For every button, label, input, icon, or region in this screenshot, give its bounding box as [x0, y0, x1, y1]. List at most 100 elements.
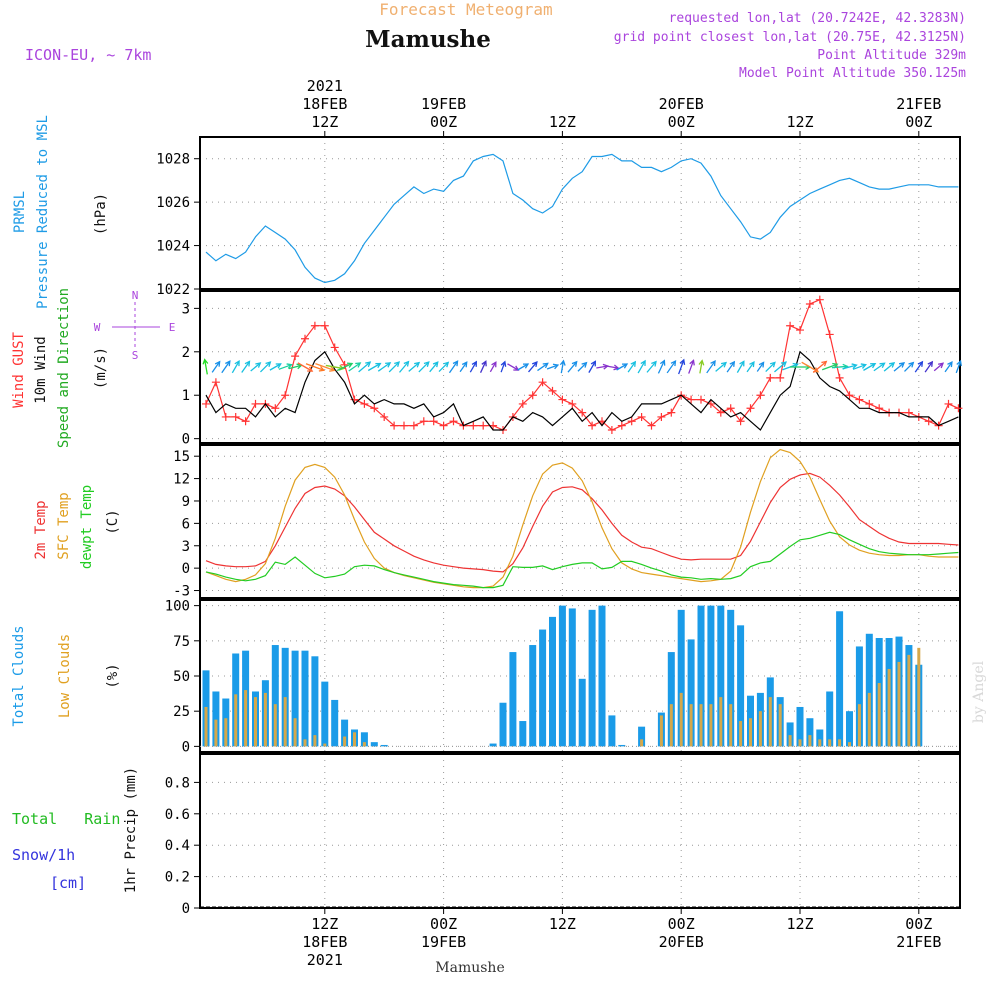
wind-arrow	[418, 361, 430, 373]
wind-arrow	[883, 362, 895, 372]
gust-marker	[380, 412, 389, 421]
wind-arrow	[588, 361, 596, 373]
y-tick-label: 9	[182, 494, 190, 510]
y-tick-label: -3	[173, 584, 190, 600]
model-altitude-label: Model Point Altitude 350.125m	[739, 66, 966, 81]
wind-arrow	[955, 360, 962, 374]
panel-frame	[199, 444, 961, 599]
cloud-bar	[311, 656, 319, 747]
point-altitude-label: Point Altitude 329m	[817, 48, 966, 63]
low-cloud-bar	[828, 739, 832, 747]
time-tick-label: 12Z	[549, 113, 576, 131]
low-cloud-bar	[204, 706, 208, 747]
wind-arrow	[873, 362, 885, 372]
wind-arrow-head	[640, 359, 646, 366]
wind-arrow-head	[375, 362, 382, 369]
low-cloud-bar	[887, 668, 891, 747]
wind-arrow	[842, 364, 857, 370]
wind-arrow	[288, 364, 302, 370]
wind-arrow	[537, 362, 549, 372]
low-cloud-bar	[273, 704, 277, 747]
y-tick-label: 12	[173, 472, 190, 488]
cloud-bar	[608, 715, 616, 747]
cloud-bar	[737, 625, 745, 747]
gust-marker	[429, 417, 438, 426]
cloud-bar	[539, 629, 547, 747]
gust-marker	[954, 404, 963, 413]
wind-arrow	[933, 362, 944, 372]
low-cloud-bar	[343, 736, 347, 747]
low-cloud-bar	[244, 690, 248, 747]
wind-arrow	[500, 361, 506, 373]
gust-marker	[310, 321, 319, 330]
cloud-bar	[499, 702, 507, 747]
gust-marker	[855, 395, 864, 404]
cloud-bar	[826, 691, 834, 747]
cloud-bar	[360, 732, 368, 747]
low-cloud-bar	[293, 718, 297, 747]
gust-marker	[825, 330, 834, 339]
wind-arrow-head	[202, 358, 209, 365]
wind-arrow-head	[670, 359, 677, 367]
y-tick-label: 0	[182, 739, 190, 755]
wind-arrow	[459, 361, 468, 373]
wind-arrow-head	[571, 360, 578, 367]
cloud-bar	[855, 646, 863, 747]
wind-arrow-head	[461, 361, 468, 368]
low-cloud-bar	[254, 697, 257, 747]
wind-arrow-head	[758, 361, 765, 368]
time-tick-label: 18FEB	[302, 933, 347, 951]
requested-point-label: requested lon,lat (20.7242E, 42.3283N)	[669, 11, 966, 26]
wind-arrow	[269, 363, 282, 371]
y-tick-label: 1024	[156, 239, 190, 255]
cloud-bar	[687, 639, 695, 747]
y-tick-label: 1022	[156, 282, 190, 298]
low-cloud-bar	[857, 704, 861, 747]
prmsl-label: PRMSL	[12, 191, 28, 233]
gust-marker	[786, 321, 795, 330]
y-tick-label: 0	[182, 432, 190, 448]
snow-unit-label: [cm]	[50, 874, 86, 892]
cloud-bar	[598, 605, 606, 747]
grid-point-label: grid point closest lon,lat (20.75E, 42.3…	[614, 30, 966, 45]
low-cloud-bar	[867, 692, 871, 747]
gust-marker	[271, 404, 280, 413]
wind-arrow	[715, 362, 727, 372]
wind-arrow-head	[347, 362, 354, 368]
y-tick-label: 0.4	[165, 838, 190, 854]
y-tick-label: 0.6	[165, 807, 190, 823]
wind-arrow	[278, 364, 292, 370]
gust-marker	[409, 421, 418, 430]
wind-arrow-head	[947, 360, 953, 368]
clouds-unit: (%)	[105, 663, 121, 688]
cloud-bar	[806, 718, 814, 747]
gust-marker	[350, 395, 359, 404]
series-line	[205, 531, 959, 589]
time-tick-label: 00Z	[668, 113, 695, 131]
cloud-bar	[865, 633, 873, 747]
temp-sfc-label: SFC Temp	[56, 492, 72, 559]
wind-arrow	[646, 361, 657, 373]
cloud-bar	[697, 605, 705, 747]
low-cloud-bar	[778, 704, 782, 747]
wind-arrow	[893, 362, 905, 372]
wind-arrow-head	[689, 359, 695, 366]
y-tick-label: 3	[182, 539, 190, 555]
wind-arrow	[821, 363, 838, 371]
wind-arrow	[546, 364, 559, 370]
low-clouds-label: Low Clouds	[57, 634, 73, 718]
time-tick-label: 20FEB	[659, 933, 704, 951]
wind-arrow-head	[244, 360, 251, 367]
wind-arrow-head	[500, 360, 507, 367]
wind-arrow	[388, 361, 400, 373]
wind-arrow	[336, 362, 353, 372]
low-cloud-bar	[729, 704, 733, 747]
wind-arrow-head	[739, 360, 745, 367]
low-cloud-bar	[848, 742, 851, 747]
gust-marker	[716, 408, 725, 417]
y-tick-label: 0	[182, 901, 190, 917]
gust-marker	[924, 417, 933, 426]
compass-n-label: N	[132, 289, 139, 302]
gust-marker	[845, 391, 854, 400]
low-cloud-bar	[808, 735, 812, 747]
